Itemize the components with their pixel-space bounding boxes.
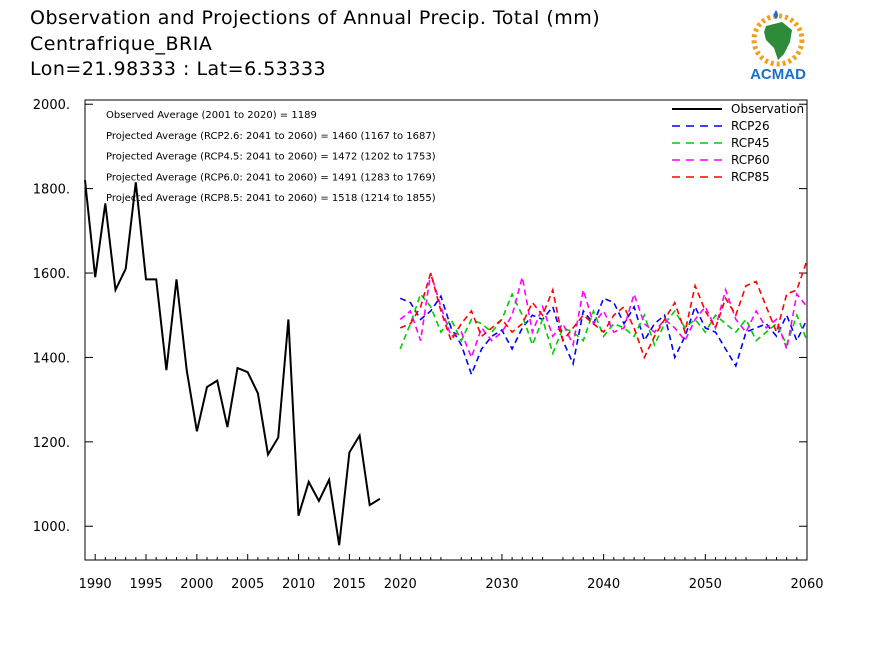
legend-label-rcp45: RCP45 — [731, 136, 770, 150]
station-coordinates: Lon=21.98333 : Lat=6.53333 — [30, 58, 327, 80]
series-layer — [84, 180, 808, 546]
y-tick-label: 1200. — [33, 436, 70, 451]
x-axis: 1990 1995 2000 2005 2010 2015 2020 2030 2040 2050… — [79, 554, 824, 592]
legend-label-rcp26: RCP26 — [731, 119, 770, 133]
legend-label-rcp85: RCP85 — [731, 170, 770, 184]
x-tick-label: 2010 — [282, 577, 315, 592]
series-observation-line — [84, 180, 381, 546]
x-tick-label: 2005 — [231, 577, 264, 592]
annotations: Observed Average (2001 to 2020) = 1189 Pr… — [106, 110, 436, 204]
series-rcp85-line — [399, 260, 808, 360]
acmad-logo: ACMAD — [750, 10, 806, 83]
y-tick-label: 1400. — [33, 351, 70, 366]
legend-label-rcp60: RCP60 — [731, 153, 770, 167]
x-tick-label: 2000 — [180, 577, 213, 592]
y-tick-label: 2000. — [33, 98, 70, 113]
x-tick-label: 1995 — [129, 577, 162, 592]
x-tick-label: 2050 — [689, 577, 722, 592]
series-rcp26-line — [399, 294, 808, 377]
annotation-text: Projected Average (RCP8.5: 2041 to 2060)… — [106, 193, 436, 204]
annotation-text: Observed Average (2001 to 2020) = 1189 — [106, 110, 317, 121]
legend: Observation RCP26 RCP45 RCP60 RCP85 — [672, 102, 804, 184]
legend-label-observation: Observation — [731, 102, 804, 116]
x-tick-label: 2040 — [587, 577, 620, 592]
x-tick-label: 2030 — [485, 577, 518, 592]
y-tick-label: 1000. — [33, 520, 70, 535]
x-tick-label: 2060 — [790, 577, 823, 592]
station-name: Centrafrique_BRIA — [30, 33, 213, 55]
annotation-text: Projected Average (RCP2.6: 2041 to 2060)… — [106, 131, 436, 142]
acmad-logo-text: ACMAD — [750, 66, 806, 83]
x-tick-label: 2020 — [384, 577, 417, 592]
annotation-text: Projected Average (RCP6.0: 2041 to 2060)… — [106, 172, 436, 183]
africa-map-logo — [751, 10, 805, 67]
y-tick-label: 1800. — [33, 183, 70, 198]
annotation-text: Projected Average (RCP4.5: 2041 to 2060)… — [106, 152, 436, 163]
plot-frame — [84, 99, 808, 561]
y-tick-label: 1600. — [33, 267, 70, 282]
y-axis: 1000. 1200. 1400. 1600. 1800. 2000. — [33, 98, 807, 535]
chart-title: Observation and Projections of Annual Pr… — [30, 7, 601, 29]
series-rcp45-line — [399, 292, 808, 356]
x-tick-label: 2015 — [333, 577, 366, 592]
x-tick-label: 1990 — [79, 577, 112, 592]
